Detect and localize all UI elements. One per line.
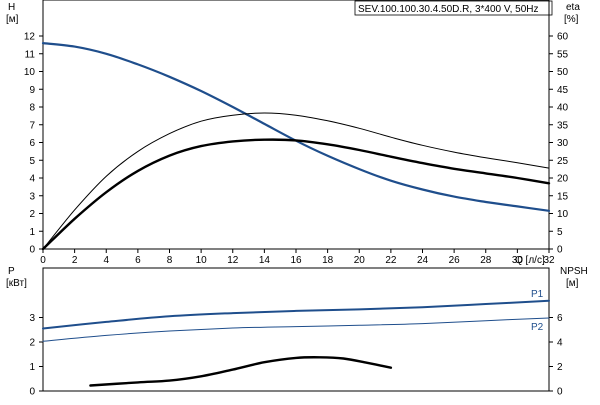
right-y-tick-label: 55 <box>557 49 569 60</box>
x-tick-label: 16 <box>290 255 302 266</box>
right-y-tick-label: 20 <box>557 174 569 185</box>
x-tick-label: 0 <box>40 255 46 266</box>
right-y-tick-label: 30 <box>557 138 569 149</box>
left-y-tick-label: 3 <box>29 313 35 324</box>
left-y-tick-label: 5 <box>29 156 35 167</box>
right-y-tick-label: 35 <box>557 120 569 131</box>
x-tick-label: 14 <box>259 255 271 266</box>
right-y-tick-label: 45 <box>557 85 569 96</box>
x-tick-label: 20 <box>354 255 366 266</box>
x-tick-label: 6 <box>135 255 141 266</box>
left-y-tick-label: 7 <box>29 120 35 131</box>
plot-frame <box>42 267 550 392</box>
left-y-tick-label: 6 <box>29 138 35 149</box>
x-tick-label: 22 <box>385 255 397 266</box>
right-y-tick-label: 25 <box>557 156 569 167</box>
right-y-tick-label: 2 <box>557 362 563 373</box>
right-y-tick-label: 60 <box>557 32 569 43</box>
x-tick-label: 24 <box>417 255 429 266</box>
x-tick-label: 28 <box>480 255 492 266</box>
pump-designation-label: SEV.100.100.30.4.50D.R, 3*400 V, 50Hz <box>358 4 539 15</box>
x-tick-label: 8 <box>167 255 173 266</box>
efficiency-axis-unit: [%] <box>564 14 579 25</box>
header-box <box>354 0 553 16</box>
top-chart-curves <box>41 42 551 251</box>
x-tick-label: 32 <box>543 255 555 266</box>
x-tick-label: 10 <box>196 255 208 266</box>
flow-axis-title: Q [л/с] <box>515 255 545 266</box>
bottom-chart-axes: 0 1 2 3 0 2 4 6 <box>29 267 563 398</box>
right-y-tick-label: 0 <box>557 245 563 256</box>
efficiency-curve-bold <box>41 138 551 251</box>
left-y-tick-label: 2 <box>29 338 35 349</box>
right-y-tick-label: 40 <box>557 103 569 114</box>
p2-power-curve <box>42 317 550 342</box>
right-y-tick-label: 5 <box>557 227 563 238</box>
left-y-tick-label: 1 <box>29 362 35 373</box>
right-y-tick-label: 10 <box>557 209 569 220</box>
left-y-tick-label: 4 <box>29 174 35 185</box>
left-y-tick-label: 8 <box>29 103 35 114</box>
npsh-axis-title: NPSH <box>560 266 588 277</box>
left-y-tick-label: 10 <box>24 67 36 78</box>
x-tick-label: 30 <box>512 255 524 266</box>
p1-series-label: P1 <box>531 289 544 300</box>
right-y-tick-label: 50 <box>557 67 569 78</box>
p2-series-label: P2 <box>531 322 544 333</box>
right-y-tick-label: 6 <box>557 313 563 324</box>
x-tick-label: 12 <box>227 255 239 266</box>
npsh-curve <box>89 356 393 387</box>
bottom-chart-curves: P1 P2 <box>42 289 550 387</box>
efficiency-axis-title: eta <box>566 2 580 13</box>
x-tick-label: 18 <box>322 255 334 266</box>
left-y-tick-label: 0 <box>29 387 35 398</box>
top-chart-axes: 0123456789101112051015202530354045505560… <box>24 0 569 266</box>
left-y-tick-label: 11 <box>25 49 36 60</box>
head-axis-title: H <box>8 2 15 13</box>
x-tick-label: 4 <box>103 255 109 266</box>
left-y-tick-label: 0 <box>29 245 35 256</box>
x-tick-label: 2 <box>72 255 78 266</box>
power-axis-unit: [кВт] <box>6 278 27 289</box>
left-y-tick-label: 9 <box>29 85 35 96</box>
left-y-tick-label: 12 <box>24 32 36 43</box>
left-y-tick-label: 2 <box>29 209 35 220</box>
x-tick-label: 26 <box>449 255 461 266</box>
npsh-axis-unit: [м] <box>566 278 579 289</box>
efficiency-curve-thin <box>42 112 550 250</box>
right-y-tick-label: 4 <box>557 338 563 349</box>
head-axis-unit: [м] <box>6 14 19 25</box>
left-y-tick-label: 1 <box>29 227 35 238</box>
right-y-tick-label: 0 <box>557 387 563 398</box>
left-y-tick-label: 3 <box>29 191 35 202</box>
p1-power-curve <box>42 299 550 330</box>
right-y-tick-label: 15 <box>557 191 569 202</box>
power-axis-title: P <box>8 266 15 277</box>
